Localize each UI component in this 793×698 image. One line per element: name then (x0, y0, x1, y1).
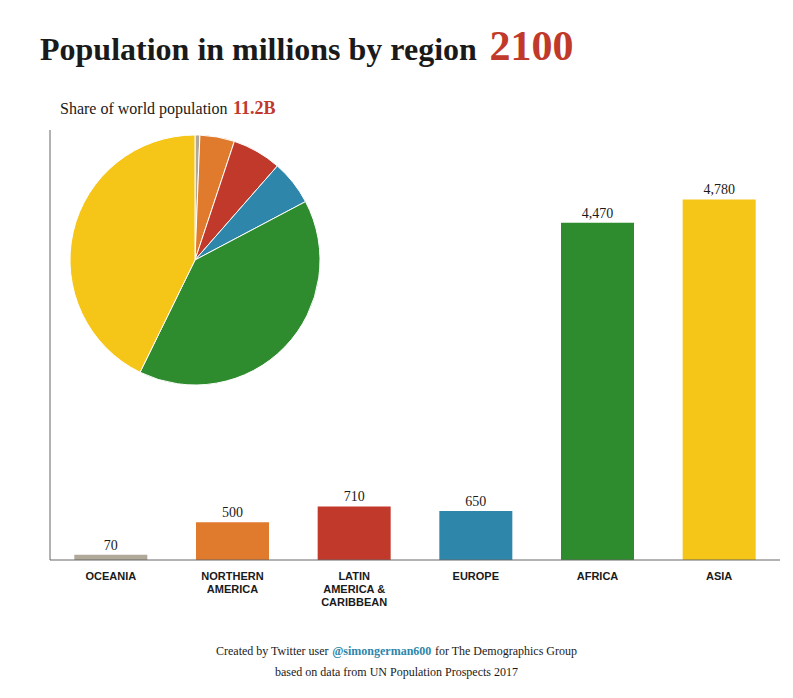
svg-text:NORTHERNAMERICA: NORTHERNAMERICA (201, 570, 263, 595)
svg-text:500: 500 (222, 505, 243, 520)
svg-text:OCEANIA: OCEANIA (85, 570, 136, 582)
html-text:Population in millions by regi: Population in millions by region 2100 (40, 23, 574, 69)
svg-text:EUROPE: EUROPE (453, 570, 499, 582)
svg-text:LATINAMERICA &CARIBBEAN: LATINAMERICA &CARIBBEAN (321, 570, 387, 608)
svg-text:650: 650 (465, 494, 486, 509)
svg-text:AFRICA: AFRICA (577, 570, 619, 582)
html-text:Created by Twitter user @simon: Created by Twitter user @simongerman600 … (216, 644, 577, 658)
svg-text:4,780: 4,780 (703, 182, 735, 197)
svg-text:70: 70 (104, 538, 118, 553)
svg-text:ASIA: ASIA (706, 570, 732, 582)
svg-text:710: 710 (344, 489, 365, 504)
svg-text:4,470: 4,470 (582, 206, 614, 221)
html-text:based on data from UN Populati: based on data from UN Population Prospec… (275, 665, 518, 679)
html-text:Share of world population 11.2: Share of world population 11.2B (60, 98, 276, 118)
